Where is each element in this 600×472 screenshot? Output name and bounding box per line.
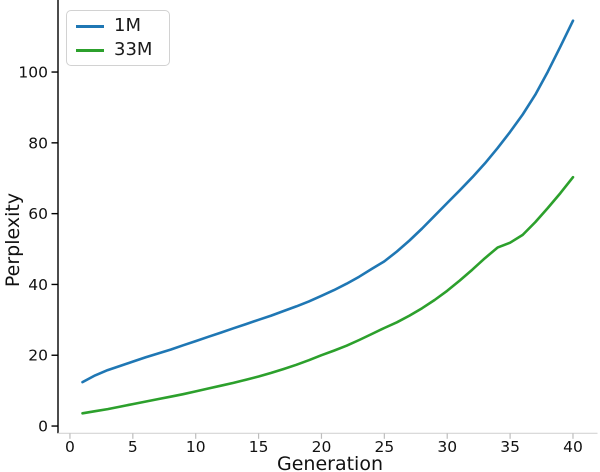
series-line-1m <box>81 19 575 384</box>
x-tick-label: 25 <box>374 438 394 456</box>
legend-swatch-33m-line <box>76 48 104 52</box>
y-tick-label: 60 <box>28 205 48 223</box>
legend: 1M 33M <box>66 10 170 66</box>
x-tick-label: 15 <box>249 438 269 456</box>
x-tick-label: 5 <box>128 438 138 456</box>
legend-label-1m: 1M <box>114 15 141 36</box>
y-tick-label: 0 <box>38 418 48 436</box>
y-tick-label: 100 <box>18 64 48 82</box>
legend-item-1m: 1M <box>76 17 169 35</box>
x-tick-label: 20 <box>312 438 332 456</box>
x-tick-label: 0 <box>65 438 75 456</box>
y-tick-label: 40 <box>28 276 48 294</box>
legend-item-33m: 33M <box>76 41 169 59</box>
legend-label-33m: 33M <box>114 39 153 60</box>
x-tick-label: 10 <box>186 438 206 456</box>
x-axis-label: Generation <box>277 453 383 472</box>
x-tick-label: 40 <box>563 438 583 456</box>
y-tick-label: 80 <box>28 134 48 152</box>
x-tick-label: 30 <box>437 438 457 456</box>
legend-swatch-1m-line <box>76 24 104 28</box>
y-axis-label: Perplexity <box>2 192 24 288</box>
x-tick-label: 35 <box>500 438 520 456</box>
series-line-33m <box>81 175 575 415</box>
y-tick-label: 20 <box>28 347 48 365</box>
